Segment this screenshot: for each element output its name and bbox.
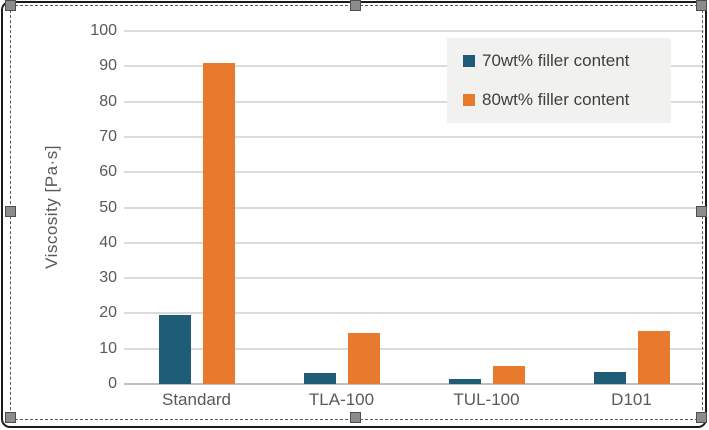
chart-object[interactable]: Viscosity [Pa·s] 0 10 20 30 40 50 60 70 80 90 100 … (12, 7, 704, 416)
bar-standard[interactable] (202, 62, 235, 384)
gridline (124, 100, 704, 103)
resize-handle-top-right[interactable] (696, 0, 707, 11)
resize-handle-middle-right[interactable] (696, 206, 707, 217)
resize-handle-bottom-left[interactable] (5, 412, 16, 423)
bar-groups (124, 31, 704, 384)
y-axis-ticks: 0 10 20 30 40 50 60 70 80 90 100 (12, 22, 117, 392)
gridline (124, 347, 704, 350)
gridline (124, 206, 704, 209)
legend-marker-70wt-icon (463, 55, 475, 68)
resize-handle-bottom-right[interactable] (696, 412, 707, 423)
bar-tla-100[interactable] (303, 373, 336, 384)
y-tick-label: 60 (99, 163, 117, 181)
y-tick-label: 30 (99, 269, 117, 287)
x-axis-labels: Standard TLA-100 TUL-100 D101 (124, 390, 704, 410)
x-axis-line (124, 383, 704, 385)
x-category-label: TUL-100 (453, 390, 520, 409)
y-tick-label: 100 (90, 22, 117, 39)
resize-handle-bottom-middle[interactable] (350, 412, 361, 423)
y-tick-label: 10 (99, 339, 117, 357)
gridline (124, 65, 704, 68)
gridline (124, 241, 704, 244)
legend-entry-80wt[interactable]: 80wt% filler content (463, 90, 671, 110)
chart-legend[interactable]: 70wt% filler content 80wt% filler conten… (447, 38, 671, 123)
x-category-label: Standard (162, 390, 231, 409)
bar-d101[interactable] (637, 331, 670, 384)
y-tick-label: 50 (99, 198, 117, 216)
resize-handle-top-middle[interactable] (350, 0, 361, 11)
bar-group-d101 (559, 31, 704, 384)
y-tick-label: 80 (99, 92, 117, 110)
y-tick-label: 90 (99, 57, 117, 75)
x-category-label: D101 (611, 390, 652, 409)
resize-handle-top-left[interactable] (5, 0, 16, 11)
bar-group-standard (124, 31, 269, 384)
y-tick-label: 40 (99, 233, 117, 251)
bar-standard[interactable] (158, 315, 191, 384)
legend-entry-70wt[interactable]: 70wt% filler content (463, 51, 671, 71)
bar-tul-100[interactable] (492, 366, 525, 384)
bar-tul-100[interactable] (448, 378, 481, 384)
x-category-label: TLA-100 (308, 390, 375, 409)
y-tick-label: 20 (99, 304, 117, 322)
bar-group-tul-100 (414, 31, 559, 384)
gridline (124, 312, 704, 315)
resize-handle-middle-left[interactable] (5, 206, 16, 217)
plot-area (124, 30, 704, 385)
y-tick-label: 0 (108, 375, 117, 392)
gridline (124, 135, 704, 138)
bar-d101[interactable] (593, 371, 626, 384)
legend-label: 80wt% filler content (482, 89, 630, 109)
legend-marker-80wt-icon (463, 93, 475, 106)
gridline (124, 171, 704, 174)
legend-label: 70wt% filler content (482, 51, 630, 71)
selection-outline (10, 5, 703, 420)
bar-tla-100[interactable] (347, 332, 380, 384)
gridline (124, 277, 704, 280)
bar-group-tla-100 (269, 31, 414, 384)
y-tick-label: 70 (99, 127, 117, 145)
gridline (124, 30, 704, 32)
